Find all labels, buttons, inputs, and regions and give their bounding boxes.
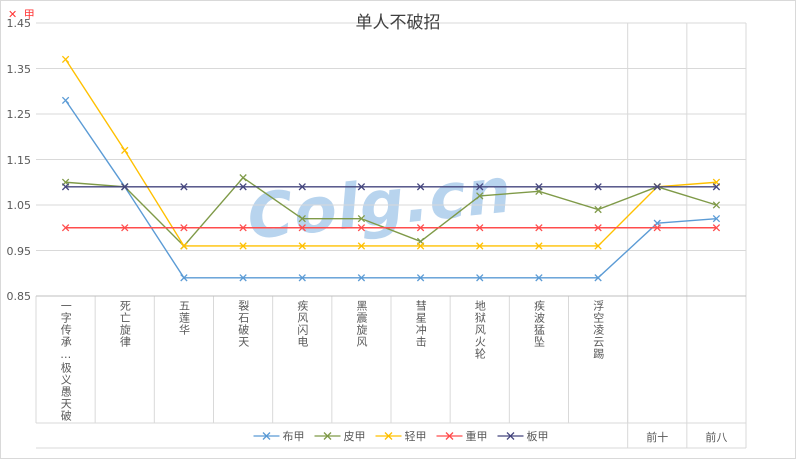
x-axis-category-label: 五莲华: [177, 300, 191, 336]
y-axis-tick-label: 0.85: [6, 290, 32, 303]
y-axis-tick-label: 1.35: [6, 62, 32, 76]
legend-marker-icon: [436, 432, 463, 440]
x-axis-category-label: 浮空凌云踢: [591, 300, 605, 360]
series-轻甲: [61, 55, 721, 250]
y-axis-tick-label: 1.45: [6, 17, 32, 30]
x-axis-category-label: 黑震旋风: [355, 300, 369, 348]
y-axis-tick-label: 1.15: [6, 153, 32, 167]
series-布甲: [61, 96, 721, 282]
legend-label: 板甲: [526, 430, 549, 443]
legend-label: 皮甲: [343, 430, 366, 443]
legend-item-板甲: 板甲: [497, 428, 549, 444]
legend-marker-icon: [375, 432, 402, 440]
legend-marker-icon: [314, 432, 341, 440]
legend-marker-icon: [253, 432, 280, 440]
legend-item-重甲: 重甲: [436, 428, 488, 444]
y-axis-tick-label: 1.25: [6, 108, 32, 121]
legend-item-布甲: 布甲: [253, 428, 305, 444]
x-axis-category-label: 裂石破天: [236, 300, 250, 348]
x-axis-category-label: 一字传承…极义愚天破: [59, 300, 73, 422]
legend-item-皮甲: 皮甲: [314, 428, 366, 444]
y-axis-tick-label: 0.95: [6, 244, 32, 258]
corner-label: 甲: [23, 8, 35, 21]
chart-title: 单人不破招: [355, 13, 441, 33]
x-axis-category-label: 死亡旋律: [118, 300, 132, 348]
series-重甲: [61, 224, 721, 232]
x-axis-category-label: 地狱风火轮: [473, 300, 487, 360]
x-axis-category-label: 彗星冲击: [414, 300, 428, 348]
legend-item-轻甲: 轻甲: [375, 428, 427, 444]
legend-label: 重甲: [465, 430, 488, 443]
corner-marker-icon: ✕: [8, 8, 18, 21]
x-axis-category-label: 前十: [646, 431, 669, 444]
series-板甲: [61, 183, 721, 191]
x-axis-category-label: 疾风闪电: [295, 300, 309, 348]
legend-label: 布甲: [282, 430, 305, 443]
x-axis-category-label: 前八: [705, 431, 728, 444]
corner-legend: ✕ 甲: [8, 6, 38, 22]
series-皮甲: [61, 174, 721, 250]
x-axis-category-label: 疾波猛坠: [532, 300, 546, 348]
legend-label: 轻甲: [404, 430, 427, 443]
legend-marker-icon: [497, 432, 524, 440]
y-axis-tick-label: 1.05: [6, 199, 32, 212]
chart-legend: 布甲 皮甲 轻甲 重甲 板甲: [253, 428, 549, 444]
